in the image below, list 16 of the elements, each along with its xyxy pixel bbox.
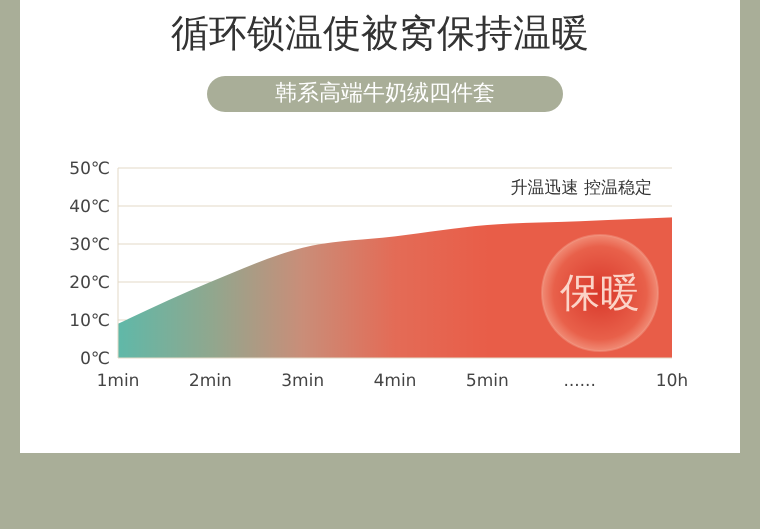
x-tick-label: 10h	[656, 371, 688, 392]
annotation: 升温迅速 控温稳定	[510, 177, 652, 199]
y-tick-label: 10℃	[69, 311, 110, 332]
y-tick-label: 20℃	[69, 273, 110, 294]
x-tick-label: 1min	[96, 371, 140, 392]
x-tick-label: ......	[563, 371, 596, 392]
x-tick-label: 4min	[374, 371, 416, 392]
y-tick-label: 0℃	[80, 349, 110, 370]
x-tick-label: 5min	[466, 371, 509, 392]
chart-title: 循环锁温使被窝保持温暖	[170, 10, 590, 57]
x-tick-label: 2min	[188, 371, 232, 392]
chart-subtitle: 韩系高端牛奶绒四件套	[207, 76, 563, 112]
y-tick-label: 50℃	[69, 159, 110, 180]
x-tick-label: 3min	[281, 371, 324, 392]
y-tick-label: 30℃	[69, 235, 110, 256]
y-tick-label: 40℃	[69, 197, 110, 218]
